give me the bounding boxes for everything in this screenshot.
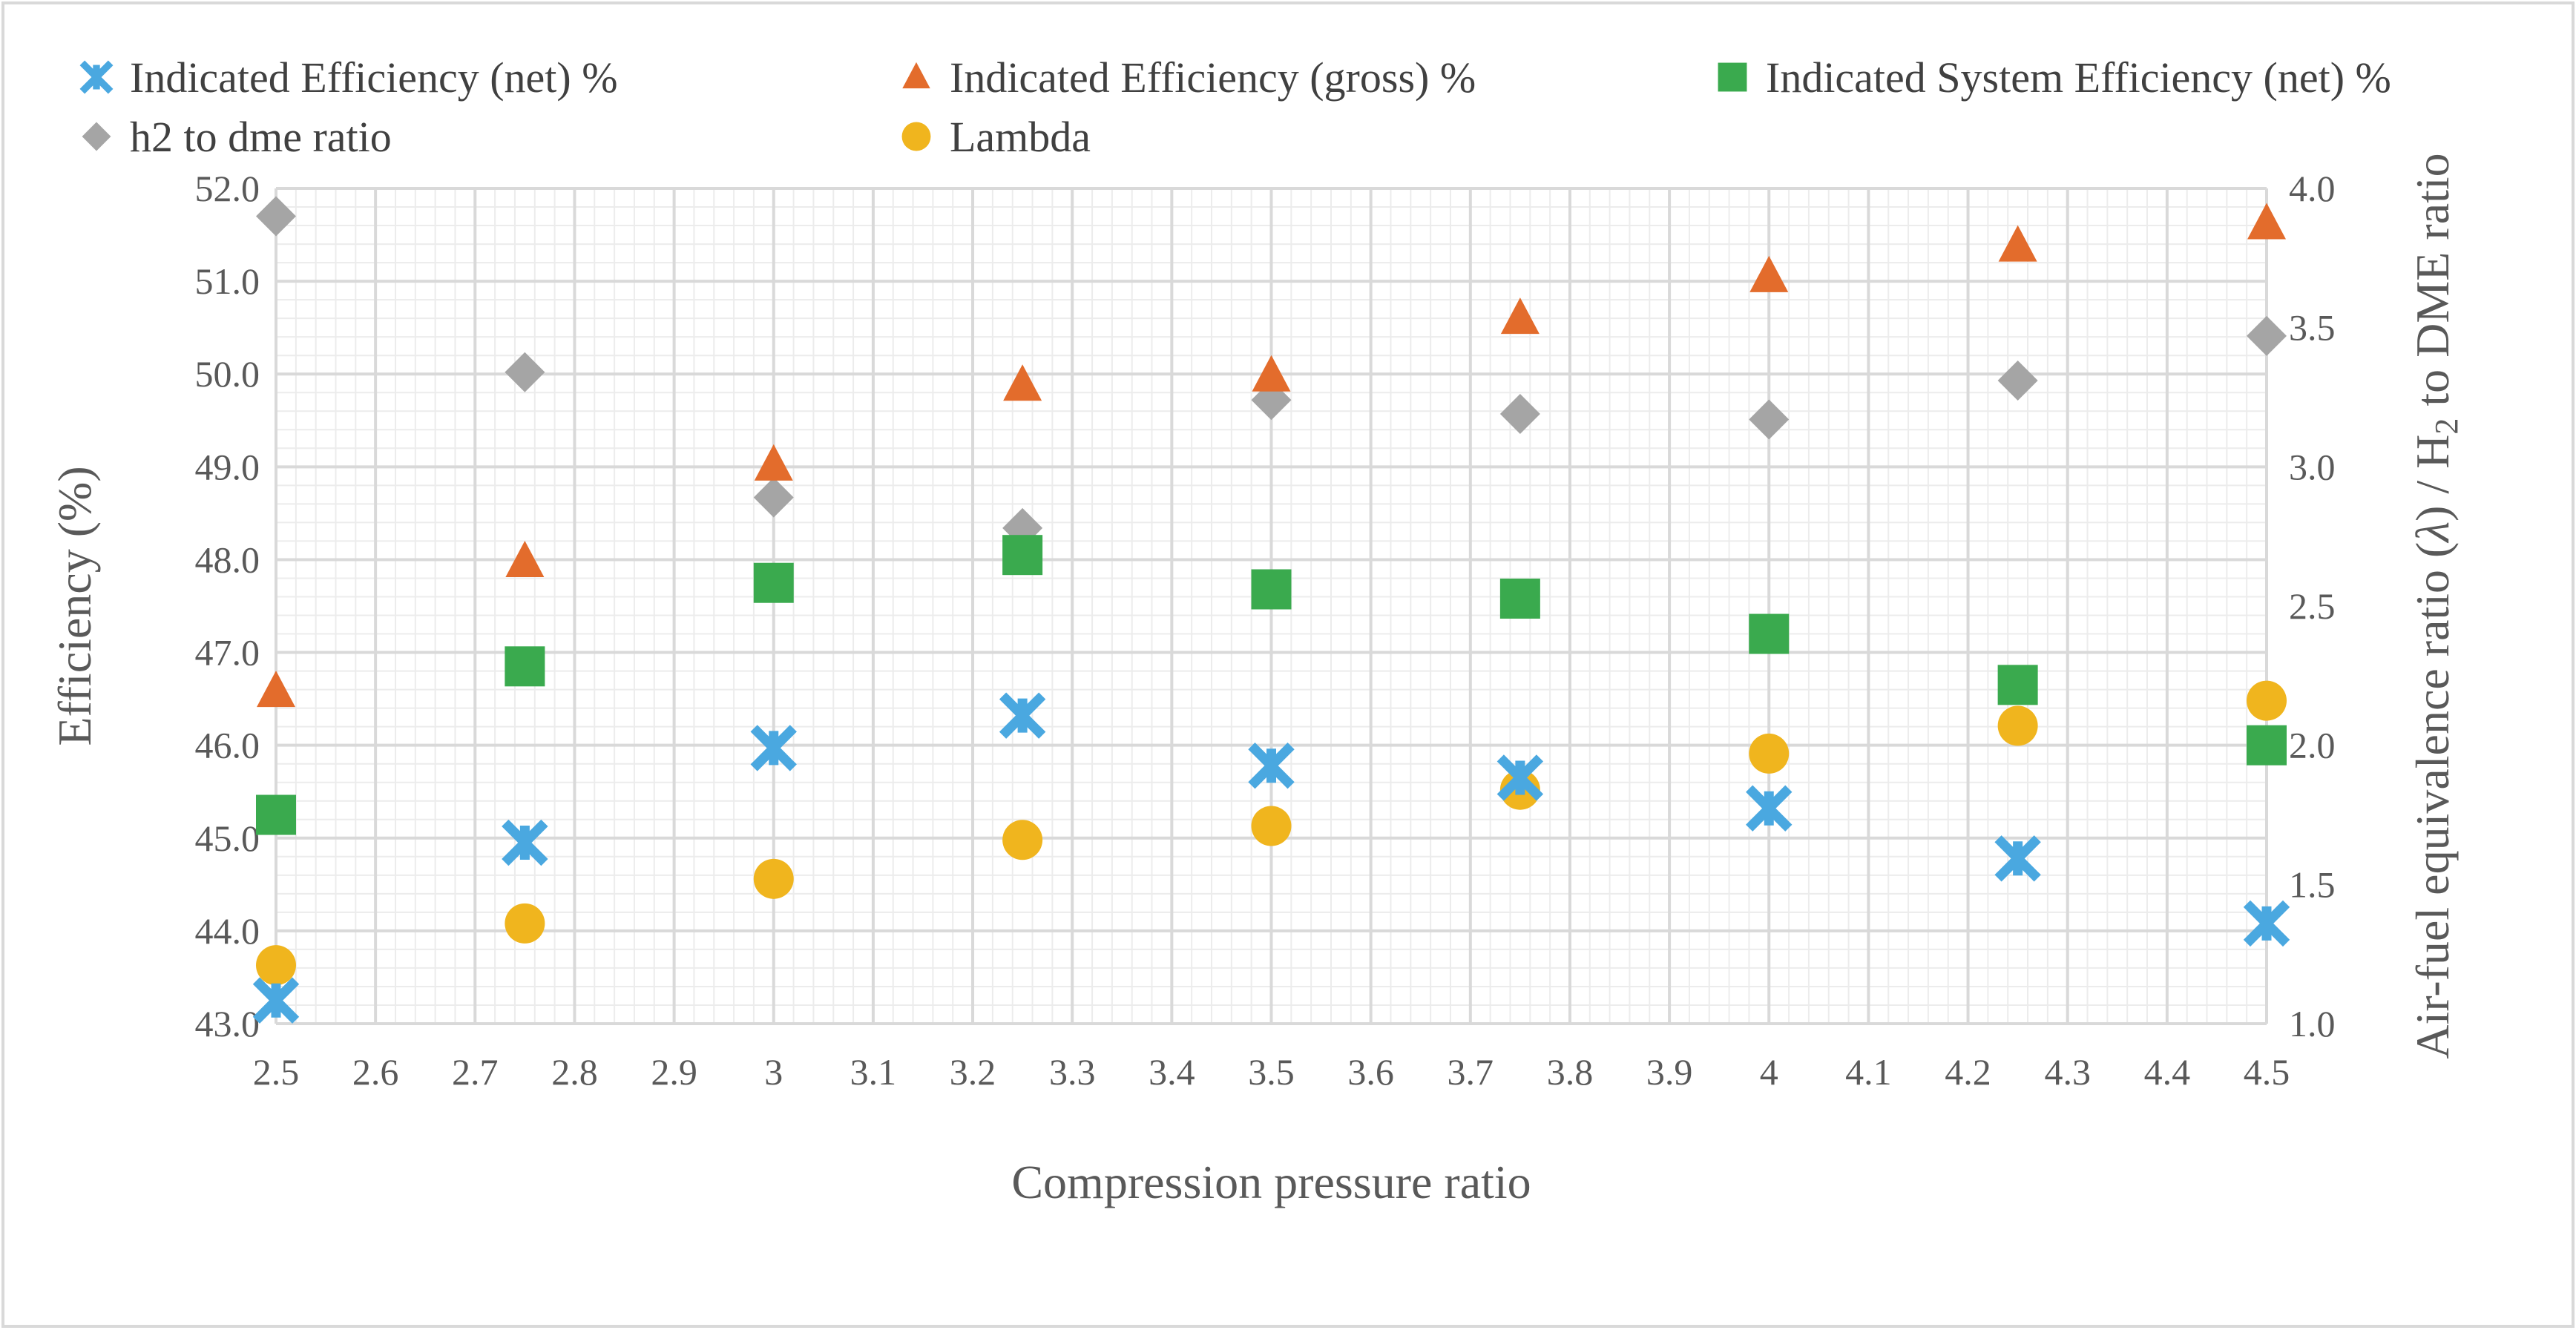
data-point <box>1749 613 1790 654</box>
y-axis-title: Efficiency (%) <box>48 466 101 746</box>
legend-marker <box>79 60 114 94</box>
x-tick-label: 2.5 <box>253 1051 300 1093</box>
y2-tick-label: 4.0 <box>2289 168 2336 209</box>
legend: Indicated Efficiency (net) % Indicated Ef… <box>79 53 2391 161</box>
y2-tick-label: 1.5 <box>2289 863 2336 905</box>
data-point <box>256 945 296 986</box>
x-tick-label: 3.4 <box>1149 1051 1195 1093</box>
data-point <box>1002 820 1043 860</box>
legend-marker <box>902 62 930 89</box>
data-point <box>1749 255 1789 292</box>
data-point <box>999 692 1046 739</box>
data-point <box>2247 203 2286 240</box>
y-tick-label: 52.0 <box>195 168 260 209</box>
data-point <box>256 196 296 237</box>
data-point <box>1997 360 2038 401</box>
data-point <box>502 819 548 866</box>
x-tick-label: 4.5 <box>2244 1051 2290 1093</box>
data-point <box>2247 725 2287 766</box>
x-tick-label: 4 <box>1760 1051 1778 1093</box>
marker-layer <box>252 196 2290 1024</box>
data-point <box>1746 785 1793 832</box>
data-point <box>1003 364 1042 401</box>
x-tick-label: 2.8 <box>551 1051 598 1093</box>
y-tick-label: 48.0 <box>195 539 260 580</box>
x-tick-label: 2.9 <box>651 1051 697 1093</box>
data-point <box>750 725 797 771</box>
y2-tick-label: 3.5 <box>2289 307 2336 349</box>
data-point <box>754 444 793 481</box>
y2-tick-label: 2.0 <box>2289 725 2336 766</box>
x-tick-label: 3.2 <box>950 1051 996 1093</box>
y-tick-label: 51.0 <box>195 260 260 302</box>
legend-label: Indicated Efficiency (net) % <box>130 53 618 102</box>
data-point <box>1248 742 1295 789</box>
x-tick-label: 3.3 <box>1049 1051 1096 1093</box>
data-point <box>1496 754 1544 801</box>
data-point <box>1994 835 2041 882</box>
y-tick-label: 47.0 <box>195 632 260 674</box>
data-point <box>753 858 794 899</box>
x-tick-label: 3.5 <box>1248 1051 1295 1093</box>
legend-label: Indicated System Efficiency (net) % <box>1766 53 2391 102</box>
legend-label: Lambda <box>950 113 1091 161</box>
data-point <box>505 646 545 687</box>
data-point <box>753 562 794 603</box>
data-point <box>1252 355 1291 392</box>
data-point <box>1251 569 1292 610</box>
data-point <box>2247 315 2287 356</box>
y-tick-label: 43.0 <box>195 1003 260 1044</box>
data-point <box>252 977 300 1024</box>
y-tick-label: 46.0 <box>195 725 260 766</box>
y2-axis-title: Air-fuel equivalence ratio (λ) / H2 to D… <box>2406 153 2465 1059</box>
y2-tick-label: 2.5 <box>2289 585 2336 627</box>
data-point <box>1499 394 1540 435</box>
data-point <box>1997 705 2038 746</box>
x-tick-label: 3.8 <box>1547 1051 1594 1093</box>
x-tick-label: 2.6 <box>352 1051 399 1093</box>
legend-marker <box>1718 62 1747 92</box>
data-point <box>257 671 295 708</box>
data-point <box>1997 665 2038 705</box>
x-tick-label: 3.6 <box>1347 1051 1394 1093</box>
data-point <box>753 477 794 518</box>
data-point <box>1002 535 1043 576</box>
legend-label: h2 to dme ratio <box>130 113 392 161</box>
data-point <box>1251 806 1292 846</box>
y-tick-label: 49.0 <box>195 446 260 487</box>
data-point <box>1499 578 1540 619</box>
legend-marker <box>82 122 111 151</box>
axis-layer: 2.5 2.6 2.7 2.8 2.9 3 3.1 3.2 3.3 3.4 3.5 3.6 3.7 3.8… <box>48 153 2465 1208</box>
x-tick-label: 3 <box>764 1051 783 1093</box>
data-point <box>1749 733 1790 774</box>
x-axis-title: Compression pressure ratio <box>1011 1156 1531 1208</box>
data-point <box>1500 297 1540 335</box>
y-tick-label: 44.0 <box>195 910 260 952</box>
data-point <box>2247 680 2287 721</box>
y-tick-label: 50.0 <box>195 353 260 395</box>
data-point <box>2243 900 2290 947</box>
x-tick-label: 2.7 <box>452 1051 499 1093</box>
y-tick-label: 45.0 <box>195 817 260 859</box>
legend-marker <box>901 122 931 151</box>
x-tick-label: 3.7 <box>1448 1051 1494 1093</box>
x-tick-label: 3.1 <box>850 1051 897 1093</box>
y2-tick-label: 3.0 <box>2289 446 2336 487</box>
x-tick-label: 4.4 <box>2144 1051 2191 1093</box>
x-tick-label: 4.3 <box>2044 1051 2091 1093</box>
legend-label: Indicated Efficiency (gross) % <box>950 53 1476 102</box>
data-point <box>1998 225 2037 262</box>
data-point <box>1749 399 1790 440</box>
x-tick-label: 3.9 <box>1646 1051 1693 1093</box>
x-tick-label: 4.1 <box>1845 1051 1892 1093</box>
x-tick-label: 4.2 <box>1945 1051 1991 1093</box>
data-point <box>505 903 545 944</box>
data-point <box>505 540 545 577</box>
y2-tick-label: 1.0 <box>2289 1003 2336 1044</box>
data-point <box>505 352 545 392</box>
data-point <box>256 794 296 835</box>
